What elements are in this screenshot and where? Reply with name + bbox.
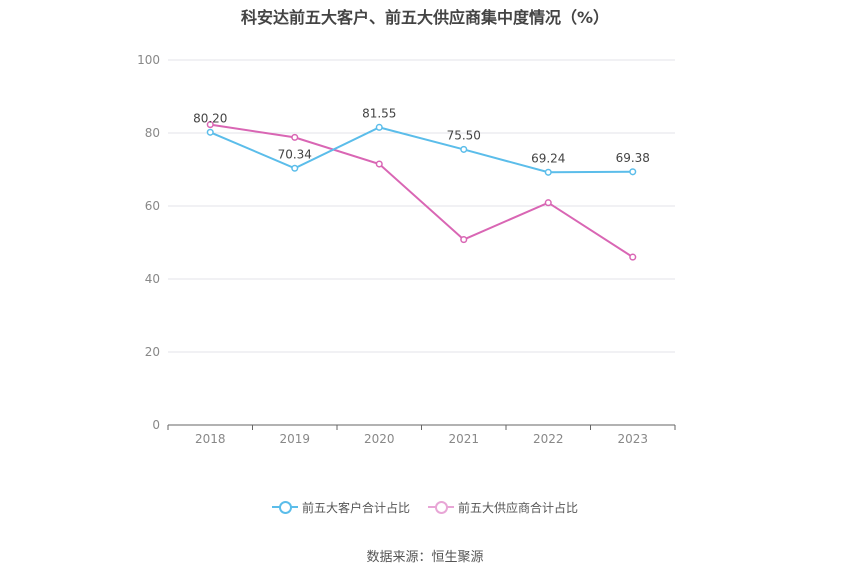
legend-swatch-suppliers	[428, 500, 454, 514]
x-tick-label: 2022	[533, 432, 564, 446]
y-tick-label: 60	[145, 199, 160, 213]
data-label: 69.38	[616, 151, 650, 165]
data-point	[291, 133, 299, 141]
data-point	[460, 236, 468, 244]
data-label: 69.24	[531, 151, 565, 165]
data-label: 80.20	[193, 111, 227, 125]
y-tick-label: 80	[145, 126, 160, 140]
series-line-1	[209, 126, 633, 174]
data-labels: 80.20 70.34 81.55 75.50 69.24 69.38	[193, 106, 650, 165]
x-tick-label: 2018	[195, 432, 226, 446]
x-axis: 2018 2019 2020 2021 2022 2023	[167, 424, 676, 446]
data-label: 75.50	[447, 128, 481, 142]
chart-title: 科安达前五大客户、前五大供应商集中度情况（%）	[240, 8, 610, 27]
data-point	[206, 121, 214, 129]
legend-item-suppliers[interactable]: 前五大供应商合计占比	[428, 499, 578, 516]
grid-lines	[168, 59, 675, 353]
data-point	[544, 168, 552, 176]
legend-swatch-customers	[271, 500, 298, 514]
y-tick-label: 20	[145, 345, 160, 359]
data-label: 81.55	[362, 106, 396, 120]
y-axis: 0 20 40 60 80 100	[137, 53, 160, 432]
x-tick-label: 2023	[617, 432, 648, 446]
data-point	[460, 145, 468, 153]
x-tick-label: 2021	[448, 432, 479, 446]
x-tick-label: 2020	[364, 432, 395, 446]
x-tick-label: 2019	[279, 432, 310, 446]
data-point	[206, 128, 214, 136]
line-chart: 0 20 40 60 80 100 2018 2019 2020 2021 2022 2023 80…	[137, 53, 676, 446]
data-label: 70.34	[278, 147, 312, 161]
y-tick-label: 0	[152, 418, 160, 432]
data-point	[291, 164, 299, 172]
series-line-2	[210, 123, 634, 258]
legend-item-customers[interactable]: 前五大客户合计占比	[271, 499, 410, 516]
data-point	[375, 123, 383, 131]
y-tick-label: 40	[145, 272, 160, 286]
series-layer	[206, 121, 637, 261]
data-point	[544, 199, 552, 207]
legend-label-suppliers: 前五大供应商合计占比	[458, 500, 579, 515]
y-tick-label: 100	[137, 53, 160, 67]
data-source: 数据来源：恒生聚源	[366, 550, 484, 565]
legend: 前五大客户合计占比 前五大供应商合计占比	[0, 496, 850, 518]
data-point	[375, 160, 383, 168]
data-point	[629, 168, 637, 176]
legend-label-customers: 前五大客户合计占比	[301, 500, 410, 515]
data-point	[629, 253, 637, 261]
